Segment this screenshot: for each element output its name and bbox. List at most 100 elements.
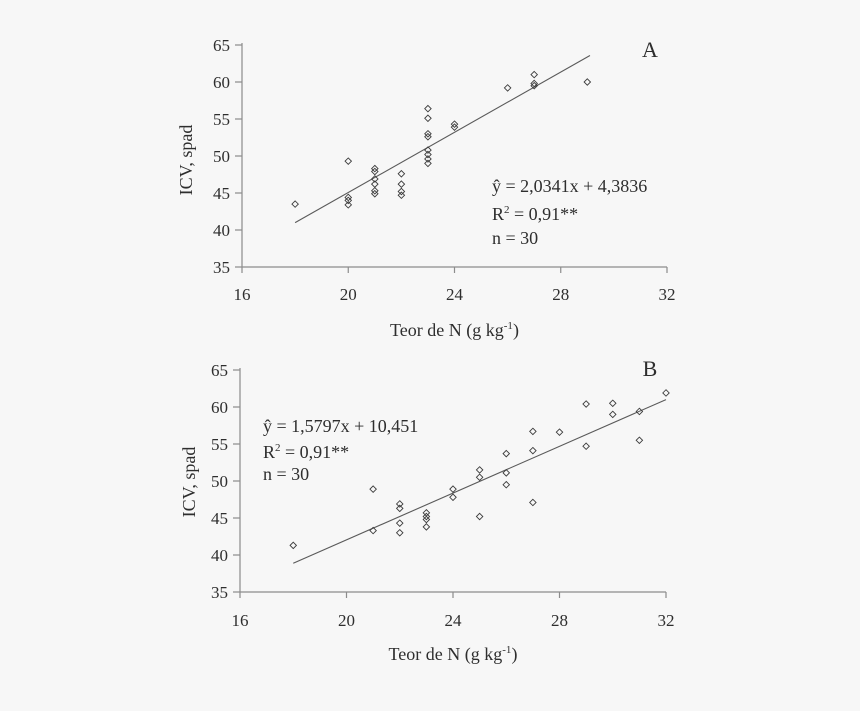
data-point <box>475 473 484 482</box>
data-point <box>530 79 539 88</box>
data-point <box>555 428 564 436</box>
chart-panel-b: 35 40 45 50 55 60 65 16 20 24 28 32 ICV, spad Teor de… <box>179 356 675 665</box>
data-point <box>635 407 644 416</box>
data-point <box>369 526 377 535</box>
data-point <box>344 201 353 209</box>
data-point <box>449 493 457 502</box>
data-point <box>397 191 406 200</box>
data-point <box>450 120 459 129</box>
data-point <box>370 189 379 198</box>
data-point <box>502 480 511 489</box>
r-squared-label: R2 = 0,91** <box>263 442 349 462</box>
data-point <box>424 114 432 123</box>
x-tick-label: 28 <box>551 611 568 630</box>
panel-letter: B <box>643 356 658 381</box>
x-tick-label: 24 <box>445 611 463 630</box>
regression-line <box>293 399 667 564</box>
y-tick-label: 40 <box>211 546 228 565</box>
data-point <box>370 167 379 176</box>
data-point <box>395 504 404 513</box>
data-point <box>529 446 537 455</box>
data-point <box>424 132 432 141</box>
data-point <box>344 157 353 166</box>
y-tick-label: 55 <box>213 110 230 129</box>
data-point <box>422 512 431 521</box>
data-point <box>395 500 404 508</box>
panel-letter: A <box>642 37 658 62</box>
data-point <box>502 449 511 458</box>
y-tick-label: 55 <box>211 435 228 454</box>
chart-panel-a: 35 40 45 50 55 60 65 16 20 24 28 32 ICV, spad Teor de… <box>176 36 676 341</box>
y-tick-label: 60 <box>213 73 230 92</box>
data-point <box>424 155 432 163</box>
data-point <box>424 150 432 159</box>
y-tick-label: 40 <box>213 221 230 240</box>
data-point <box>424 159 432 168</box>
data-point <box>475 466 484 474</box>
data-point <box>422 523 431 531</box>
x-tick-label: 16 <box>232 611 249 630</box>
equation-label: ŷ = 2,0341x + 4,3836 <box>492 176 647 196</box>
x-tick-label: 20 <box>338 611 355 630</box>
data-point <box>344 196 353 205</box>
data-point <box>502 469 511 477</box>
data-point <box>530 81 539 90</box>
y-tick-label: 50 <box>213 147 230 166</box>
x-tick-label: 24 <box>446 285 464 304</box>
y-tick-label: 65 <box>213 36 230 55</box>
data-point <box>530 70 539 79</box>
data-point <box>397 180 406 188</box>
x-tick-label: 32 <box>659 285 676 304</box>
data-point <box>662 389 670 397</box>
data-point <box>397 187 406 196</box>
y-tick-label: 65 <box>211 361 228 380</box>
x-tick-label: 16 <box>234 285 251 304</box>
data-point <box>397 169 406 178</box>
data-point <box>582 442 590 451</box>
n-label: n = 30 <box>492 228 538 248</box>
r-squared-label: R2 = 0,91** <box>492 204 578 224</box>
data-point <box>608 399 617 408</box>
y-tick-label: 45 <box>211 509 228 528</box>
data-point <box>424 129 432 138</box>
data-point <box>291 200 299 208</box>
regression-line <box>294 55 591 224</box>
x-tick-label: 32 <box>658 611 675 630</box>
data-point <box>344 193 353 202</box>
x-tick-label: 28 <box>552 285 569 304</box>
data-point <box>475 512 484 521</box>
data-point <box>529 427 537 436</box>
data-point <box>582 400 590 408</box>
data-point <box>370 186 379 195</box>
data-point <box>608 410 617 419</box>
y-axis-title: ICV, spad <box>179 447 199 518</box>
data-point <box>583 78 592 86</box>
data-point <box>450 123 459 131</box>
data-point <box>529 498 537 507</box>
y-tick-label: 50 <box>211 472 228 491</box>
data-point <box>422 515 431 524</box>
data-point <box>503 84 512 92</box>
x-axis-title: Teor de N (g kg-1) <box>389 644 518 665</box>
x-axis-title: Teor de N (g kg-1) <box>390 320 519 341</box>
y-tick-label: 45 <box>213 184 230 203</box>
data-point <box>424 104 432 113</box>
data-point <box>370 175 379 183</box>
data-point <box>370 164 379 173</box>
n-label: n = 30 <box>263 464 309 484</box>
y-tick-label: 35 <box>211 583 228 602</box>
equation-label: ŷ = 1,5797x + 10,451 <box>263 416 418 436</box>
data-point <box>449 485 457 493</box>
y-tick-label: 35 <box>213 258 230 277</box>
data-point <box>424 146 432 154</box>
data-point <box>395 528 404 537</box>
x-tick-label: 20 <box>340 285 357 304</box>
y-axis-title: ICV, spad <box>176 125 196 196</box>
data-point <box>369 485 377 493</box>
data-point <box>635 436 644 445</box>
data-point <box>395 519 404 528</box>
y-tick-label: 60 <box>211 398 228 417</box>
data-point <box>289 541 298 550</box>
